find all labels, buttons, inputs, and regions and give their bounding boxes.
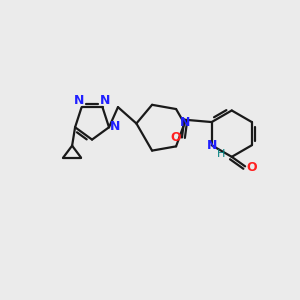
Text: O: O: [170, 131, 181, 144]
Text: N: N: [180, 116, 190, 129]
Text: N: N: [74, 94, 84, 107]
Text: N: N: [100, 94, 111, 107]
Text: N: N: [207, 139, 217, 152]
Text: H: H: [217, 148, 225, 159]
Text: O: O: [246, 161, 257, 174]
Text: N: N: [110, 120, 121, 133]
